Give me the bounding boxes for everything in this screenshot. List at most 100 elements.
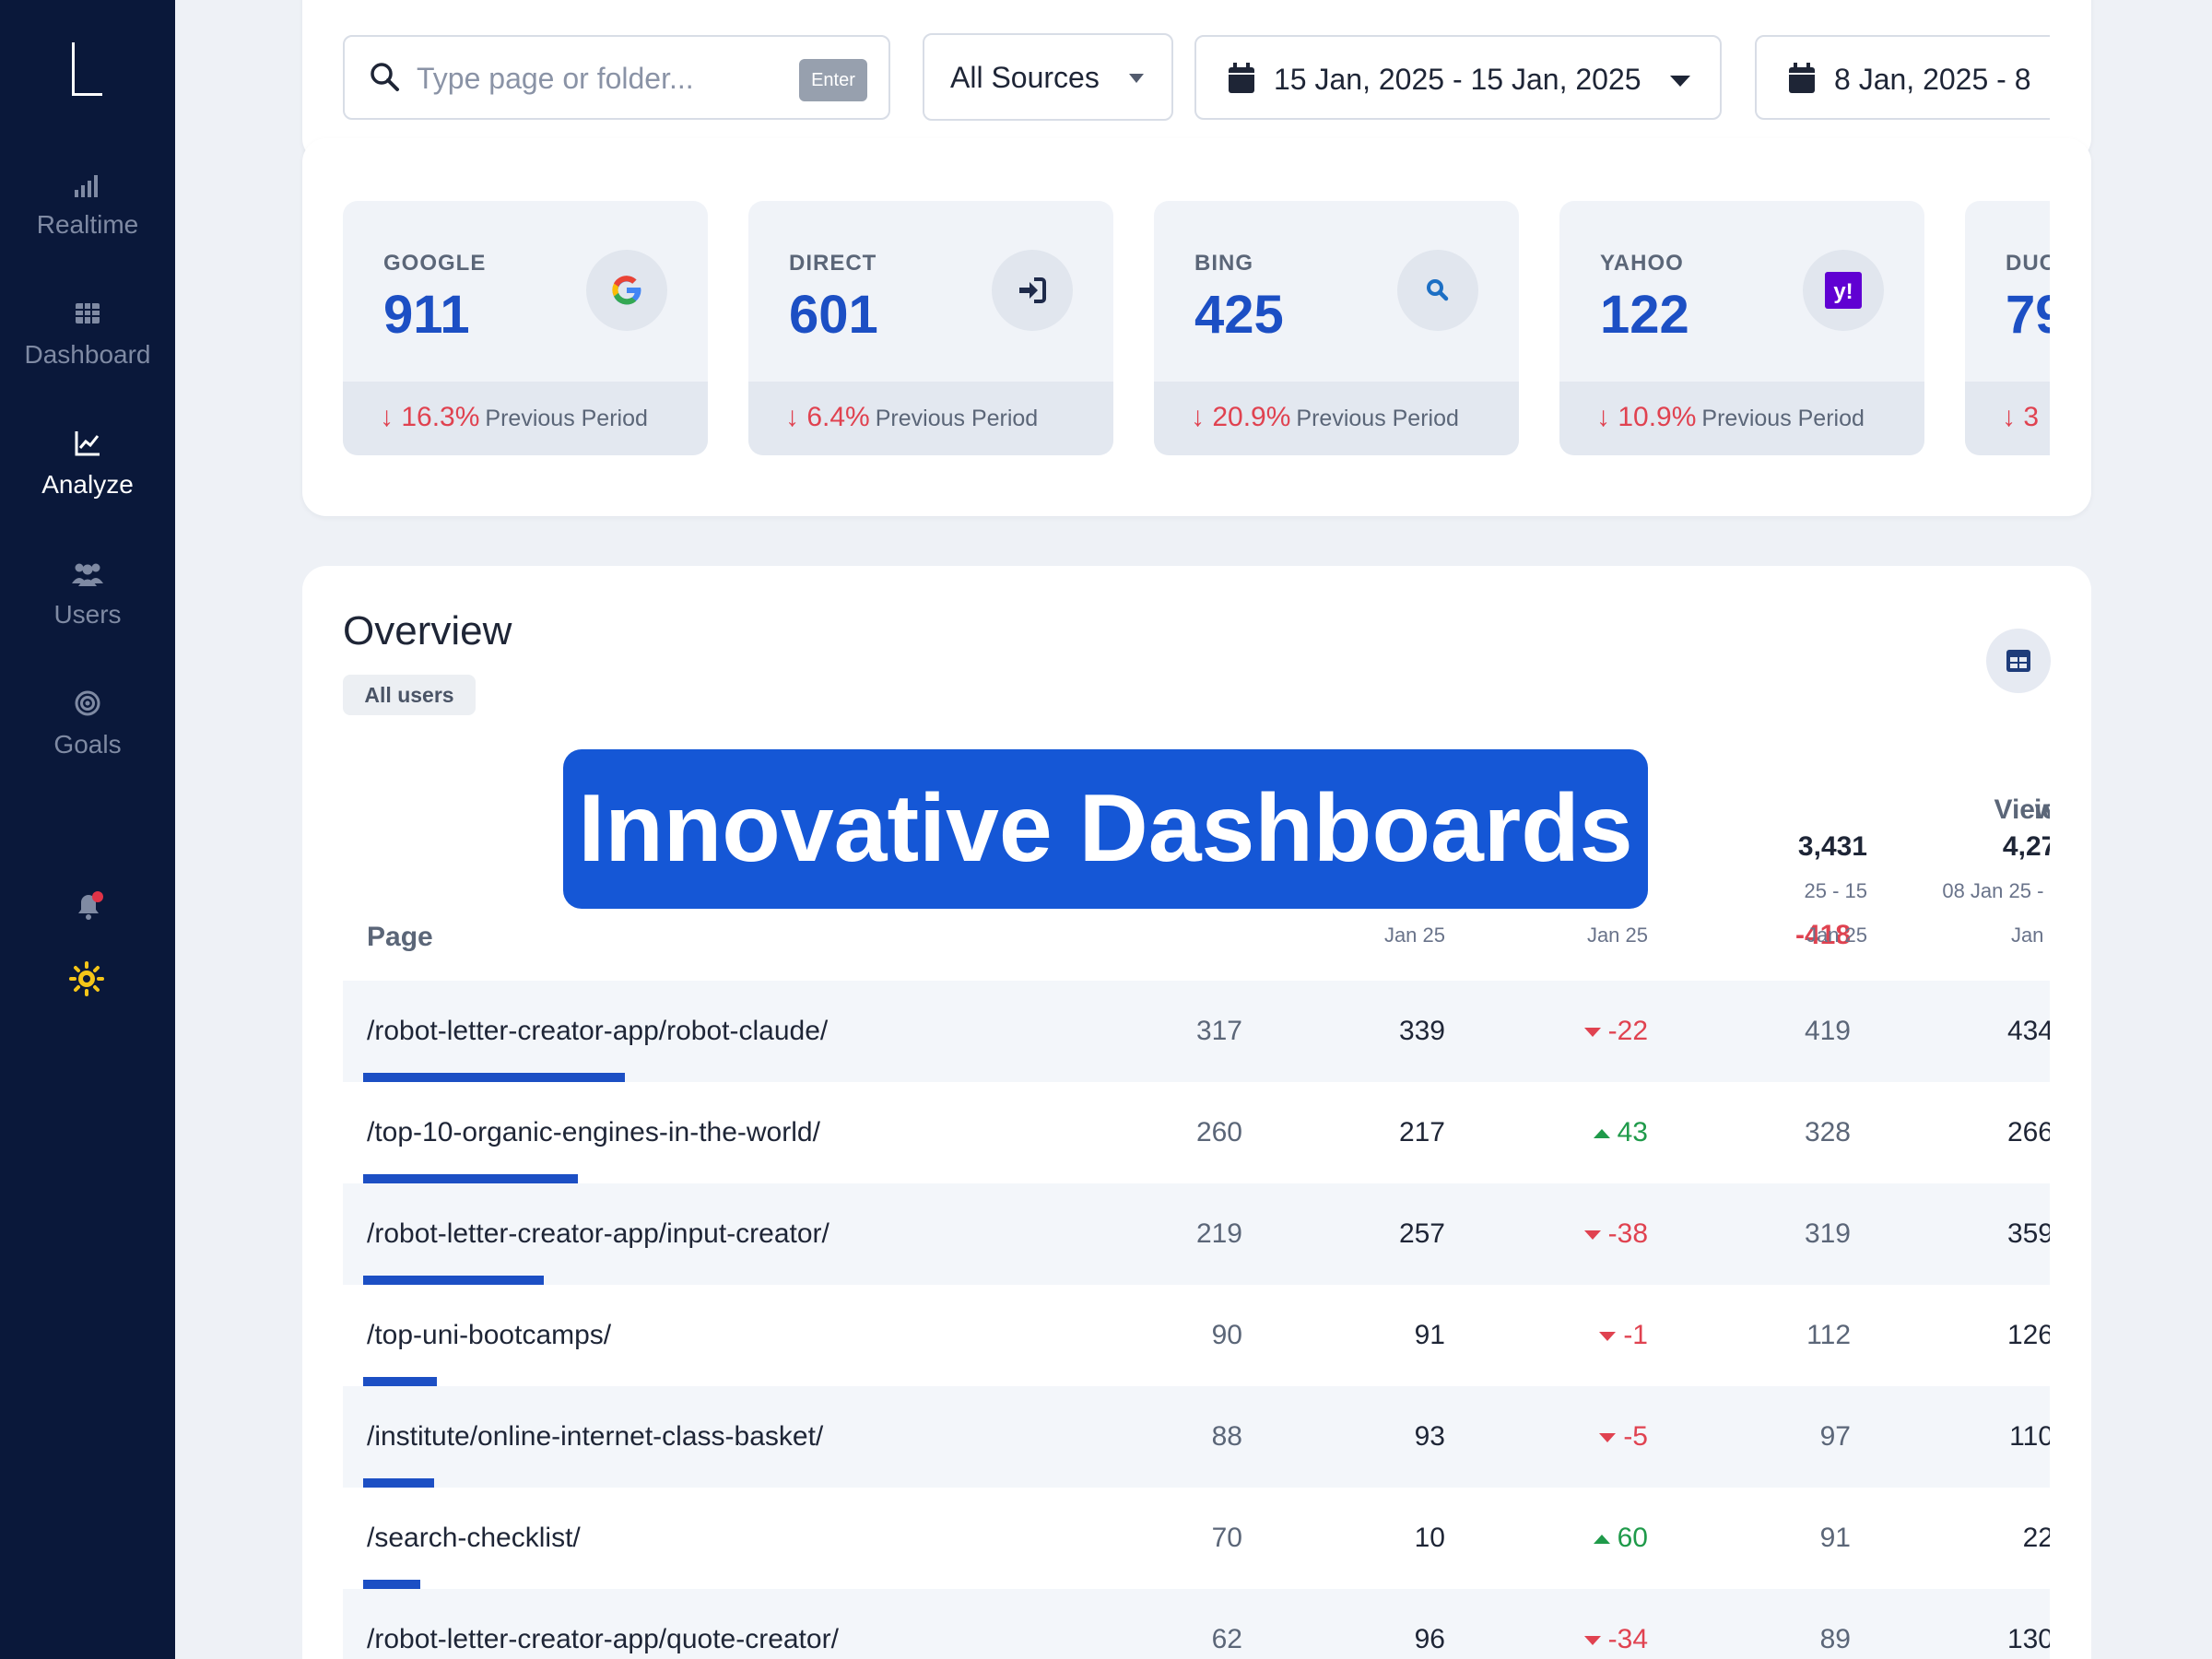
change-value: -1 bbox=[1623, 1320, 1648, 1350]
cur-value: 217 bbox=[1398, 1117, 1445, 1147]
sidebar-item-realtime[interactable]: Realtime bbox=[0, 168, 175, 240]
table-row[interactable]: /robot-letter-creator-app/quote-creator/… bbox=[343, 1589, 2050, 1659]
source-change: 3 bbox=[2023, 402, 2040, 432]
col-page-header[interactable]: Page bbox=[367, 922, 433, 952]
notification-bell-icon[interactable] bbox=[71, 888, 106, 927]
triangle-down-icon bbox=[1583, 1636, 1601, 1646]
table-row[interactable]: /search-checklist/70 10 60 91 22 bbox=[343, 1488, 2050, 1589]
col-date: Jan 25 bbox=[1383, 924, 1445, 947]
sidebar-item-analyze[interactable]: Analyze bbox=[0, 428, 175, 500]
search-input[interactable] bbox=[417, 55, 767, 101]
search-icon bbox=[371, 63, 399, 91]
share-bar bbox=[363, 1478, 434, 1488]
source-value: 601 bbox=[789, 285, 878, 345]
table-row[interactable]: /top-10-organic-engines-in-the-world/260… bbox=[343, 1082, 2050, 1183]
source-select[interactable]: All Sources bbox=[923, 33, 1173, 121]
col-date: Jan 25 bbox=[1586, 924, 1648, 947]
sidebar-item-dashboard[interactable]: Dashboard bbox=[0, 298, 175, 370]
change-cell: -34 bbox=[1510, 1624, 1648, 1655]
table-row[interactable]: /institute/online-internet-class-basket/… bbox=[343, 1386, 2050, 1488]
v5-value: 22 bbox=[2022, 1523, 2050, 1553]
prev-value: 62 bbox=[1211, 1624, 1242, 1654]
v5-value: 266 bbox=[2006, 1117, 2050, 1147]
change-label: Previous Period bbox=[875, 406, 1039, 431]
page-path[interactable]: /search-checklist/ bbox=[367, 1523, 581, 1553]
share-bar bbox=[363, 1276, 544, 1285]
sidebar-item-label: Realtime bbox=[36, 210, 139, 239]
table-row[interactable]: /robot-letter-creator-app/input-creator/… bbox=[343, 1183, 2050, 1285]
triangle-down-icon bbox=[1583, 1230, 1601, 1241]
table-icon bbox=[2006, 650, 2030, 672]
prev-value: 317 bbox=[1195, 1016, 1242, 1046]
theme-toggle-sun-icon[interactable] bbox=[68, 960, 105, 1002]
line-chart-icon bbox=[0, 428, 175, 459]
page-path[interactable]: /robot-letter-creator-app/input-creator/ bbox=[367, 1218, 830, 1249]
col-diff-total: -418 bbox=[1794, 920, 1851, 950]
source-select-value: All Sources bbox=[950, 61, 1100, 94]
sidebar: Realtime Dashboard Analyze Users Goals bbox=[0, 0, 175, 1659]
share-bar bbox=[363, 1073, 625, 1082]
change-label: Previous Period bbox=[485, 406, 648, 431]
arrow-down-icon: ↓ bbox=[785, 402, 807, 432]
table-row[interactable]: /robot-letter-creator-app/robot-claude/3… bbox=[343, 981, 2050, 1082]
col-views-title: iews bbox=[2033, 794, 2050, 825]
cur-value: 10 bbox=[1414, 1523, 1445, 1553]
calendar-icon bbox=[1229, 63, 1254, 93]
caret-down-icon bbox=[1670, 76, 1690, 87]
change-value: 60 bbox=[1617, 1523, 1648, 1553]
cur-value: 257 bbox=[1398, 1218, 1445, 1249]
source-card-duckduckgo[interactable]: DUC 79 ↓ 3 bbox=[1965, 201, 2050, 455]
triangle-up-icon bbox=[1593, 1535, 1610, 1545]
page-search-box[interactable]: Enter bbox=[343, 35, 890, 120]
signal-bars-icon bbox=[0, 168, 175, 199]
v5-value: 126 bbox=[2006, 1320, 2050, 1350]
cur-value: 339 bbox=[1398, 1016, 1445, 1046]
direct-login-icon bbox=[992, 250, 1073, 331]
page-path[interactable]: /robot-letter-creator-app/quote-creator/ bbox=[367, 1624, 839, 1654]
page-path[interactable]: /top-uni-bootcamps/ bbox=[367, 1320, 612, 1350]
sidebar-item-label: Users bbox=[53, 600, 122, 629]
page-path[interactable]: /top-10-organic-engines-in-the-world/ bbox=[367, 1117, 820, 1147]
segment-pill[interactable]: All users bbox=[343, 675, 476, 715]
calendar-icon bbox=[1789, 63, 1815, 93]
v4-value: 89 bbox=[1819, 1624, 1851, 1654]
prev-value: 88 bbox=[1211, 1421, 1242, 1452]
col-views-total: 3,431 bbox=[1797, 831, 1867, 862]
source-card-google[interactable]: GOOGLE 911 ↓ 16.3% Previous Period bbox=[343, 201, 708, 455]
change-value: -5 bbox=[1623, 1421, 1648, 1452]
change-cell: -5 bbox=[1510, 1421, 1648, 1453]
page-path[interactable]: /robot-letter-creator-app/robot-claude/ bbox=[367, 1016, 829, 1046]
triangle-up-icon bbox=[1593, 1129, 1610, 1139]
col-date: Jan 25 bbox=[1806, 924, 1867, 947]
triangle-down-icon bbox=[1583, 1028, 1601, 1038]
col-range: 08 Jan 25 - 08 bbox=[1942, 879, 2050, 902]
date-range-picker[interactable]: 15 Jan, 2025 - 15 Jan, 2025 bbox=[1194, 35, 1722, 120]
sidebar-item-goals[interactable]: Goals bbox=[0, 688, 175, 759]
source-card-yahoo[interactable]: YAHOO 122 y! ↓ 10.9% Previous Period bbox=[1559, 201, 1924, 455]
share-bar bbox=[363, 1377, 437, 1386]
source-card-direct[interactable]: DIRECT 601 ↓ 6.4% Previous Period bbox=[748, 201, 1113, 455]
change-label: Previous Period bbox=[1701, 406, 1865, 431]
svg-text:y!: y! bbox=[1833, 279, 1853, 304]
table-view-button[interactable] bbox=[1986, 629, 2051, 693]
sidebar-item-users[interactable]: Users bbox=[0, 558, 175, 629]
table-row[interactable]: /top-uni-bootcamps/90 91 -1 112 126 bbox=[343, 1285, 2050, 1386]
source-card-bing[interactable]: BING 425 ↓ 20.9% Previous Period bbox=[1154, 201, 1519, 455]
source-name: DIRECT bbox=[789, 251, 877, 276]
change-value: -34 bbox=[1607, 1624, 1648, 1654]
app-logo[interactable] bbox=[72, 42, 102, 96]
col-date: Jan 25 bbox=[2010, 924, 2050, 947]
change-label: Previous Period bbox=[1296, 406, 1459, 431]
source-value: 911 bbox=[383, 285, 470, 345]
prev-value: 90 bbox=[1211, 1320, 1242, 1350]
v4-value: 328 bbox=[1804, 1117, 1851, 1147]
prev-value: 70 bbox=[1211, 1523, 1242, 1553]
arrow-down-icon: ↓ bbox=[1596, 402, 1618, 432]
compare-range-value: 8 Jan, 2025 - 8 bbox=[1834, 63, 2031, 96]
page-path[interactable]: /institute/online-internet-class-basket/ bbox=[367, 1421, 824, 1452]
source-change: 20.9% bbox=[1212, 402, 1291, 432]
compare-date-picker[interactable]: 8 Jan, 2025 - 8 bbox=[1755, 35, 2050, 120]
yahoo-icon: y! bbox=[1803, 250, 1884, 331]
source-name: DUC bbox=[2006, 251, 2050, 276]
share-bar bbox=[363, 1580, 420, 1589]
